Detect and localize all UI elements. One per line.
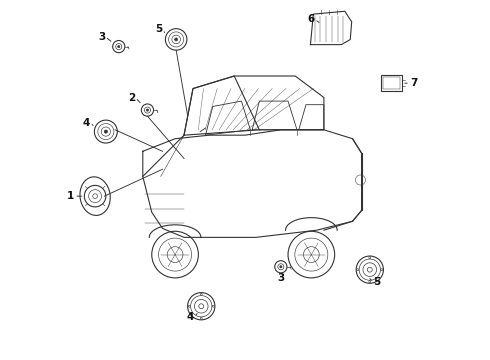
- Circle shape: [118, 45, 120, 48]
- Text: 7: 7: [410, 78, 417, 88]
- Text: 5: 5: [155, 24, 163, 35]
- Text: 4: 4: [187, 312, 194, 322]
- Bar: [383, 77, 399, 89]
- Circle shape: [280, 266, 282, 268]
- Text: 1: 1: [67, 191, 74, 201]
- Text: 5: 5: [373, 277, 381, 287]
- Circle shape: [104, 130, 107, 133]
- Text: 2: 2: [128, 93, 135, 103]
- Text: 6: 6: [307, 14, 315, 24]
- Circle shape: [147, 109, 148, 111]
- Text: 3: 3: [277, 273, 285, 283]
- Bar: [381, 75, 402, 91]
- Text: 4: 4: [83, 118, 90, 128]
- Text: 3: 3: [98, 32, 105, 41]
- Circle shape: [174, 38, 178, 41]
